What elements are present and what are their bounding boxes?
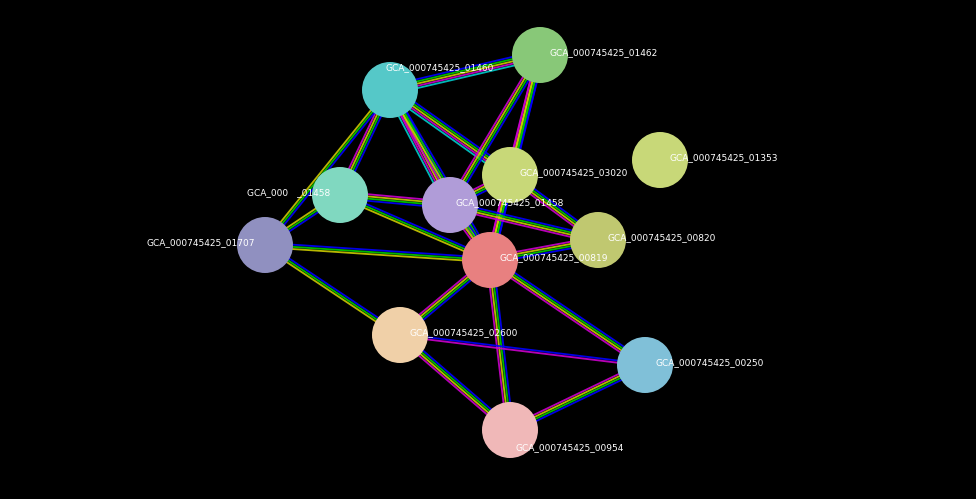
Circle shape (570, 212, 626, 268)
Text: GCA_000745425_02600: GCA_000745425_02600 (410, 328, 518, 337)
Text: GCA_000745425_00820: GCA_000745425_00820 (608, 234, 716, 243)
Circle shape (512, 27, 568, 83)
Text: GCA_000745425_00819: GCA_000745425_00819 (500, 253, 608, 262)
Circle shape (482, 147, 538, 203)
Circle shape (422, 177, 478, 233)
Circle shape (632, 132, 688, 188)
Text: GCA_000745425_01707: GCA_000745425_01707 (146, 239, 255, 248)
Circle shape (372, 307, 428, 363)
Circle shape (482, 402, 538, 458)
Circle shape (312, 167, 368, 223)
Circle shape (617, 337, 673, 393)
Text: GCA_000745425_03020: GCA_000745425_03020 (520, 169, 629, 178)
Text: GCA_000745425_01462: GCA_000745425_01462 (550, 48, 658, 57)
Circle shape (462, 232, 518, 288)
Text: GCA_000745425_01353: GCA_000745425_01353 (670, 154, 779, 163)
Circle shape (237, 217, 293, 273)
Text: GCA_000745425_01458: GCA_000745425_01458 (455, 199, 563, 208)
Text: GCA_000745425_00250: GCA_000745425_00250 (655, 358, 763, 367)
Text: GCA_000745425_01460: GCA_000745425_01460 (385, 63, 494, 72)
Circle shape (362, 62, 418, 118)
Text: GCA_000 _01458: GCA_000 _01458 (247, 189, 330, 198)
Text: GCA_000745425_00954: GCA_000745425_00954 (515, 444, 624, 453)
